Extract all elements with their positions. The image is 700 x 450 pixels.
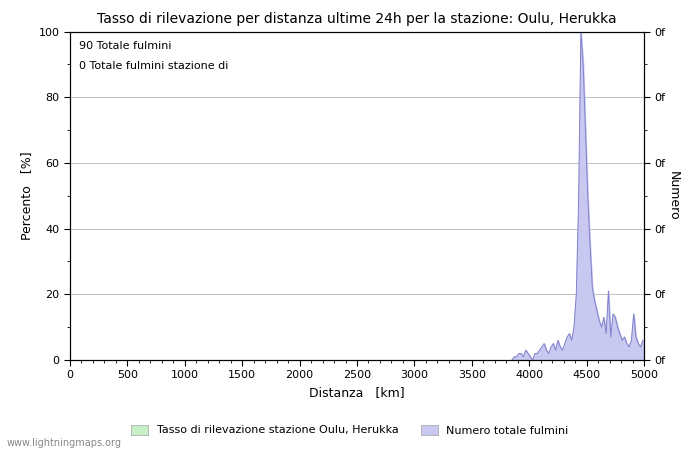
Text: 90 Totale fulmini: 90 Totale fulmini [78, 41, 171, 51]
Text: 0 Totale fulmini stazione di: 0 Totale fulmini stazione di [78, 61, 228, 71]
Y-axis label: Percento   [%]: Percento [%] [20, 152, 33, 240]
Y-axis label: Numero: Numero [666, 171, 679, 220]
X-axis label: Distanza   [km]: Distanza [km] [309, 386, 405, 399]
Text: www.lightningmaps.org: www.lightningmaps.org [7, 438, 122, 448]
Title: Tasso di rilevazione per distanza ultime 24h per la stazione: Oulu, Herukka: Tasso di rilevazione per distanza ultime… [97, 12, 617, 26]
Legend: Tasso di rilevazione stazione Oulu, Herukka, Numero totale fulmini: Tasso di rilevazione stazione Oulu, Heru… [127, 420, 573, 440]
